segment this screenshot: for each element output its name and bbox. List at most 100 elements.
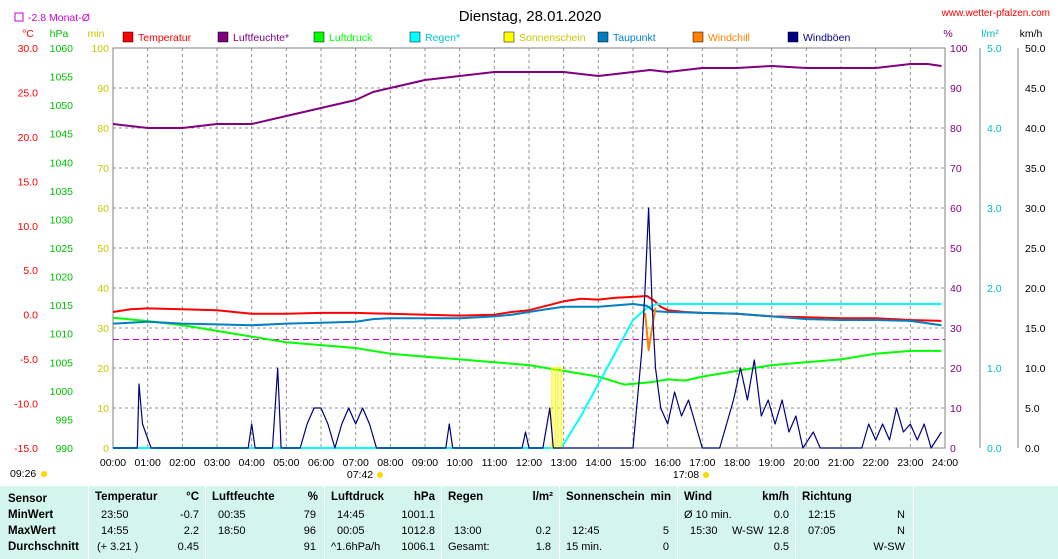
y-tick-temp: 10.0 (18, 221, 39, 233)
legend-label: Windböen (803, 32, 850, 44)
x-tick-label: 18:00 (724, 457, 750, 469)
sonnenschein-avg-val: 0 (662, 541, 669, 553)
row-label-min: MinWert (8, 509, 54, 521)
y-tick-pressure: 1010 (50, 329, 74, 341)
richtung-min-val: N (897, 509, 905, 521)
x-tick-label: 11:00 (482, 457, 508, 469)
y-tick-humidity: 20 (950, 363, 962, 375)
temperatur-avg-val: 0.45 (177, 541, 199, 553)
x-tick-label: 08:00 (377, 457, 403, 469)
y-tick-humidity: 0 (950, 443, 956, 455)
legend-item: Luftfeuchte* (217, 31, 289, 44)
x-tick-label: 22:00 (863, 457, 889, 469)
y-tick-pressure: 990 (55, 443, 73, 455)
x-tick-label: 00:00 (100, 457, 126, 469)
y-tick-temp: 20.0 (18, 132, 39, 144)
wind-min-val: 0.0 (773, 509, 789, 521)
x-tick-label: 15:00 (620, 457, 646, 469)
y-tick-temp: 15.0 (18, 176, 39, 188)
y-tick-sun: 100 (91, 43, 109, 55)
x-tick-label: 09:00 (412, 457, 438, 469)
y-tick-humidity: 30 (950, 323, 962, 335)
source-link[interactable]: www.wetter-pfalzen.com (941, 8, 1050, 19)
chart-grid (113, 48, 945, 448)
legend-swatch (217, 31, 229, 43)
unit-percent: % (943, 28, 952, 40)
luftfeuchte-avg-val: 91 (303, 541, 316, 553)
temperatur-unit: °C (186, 491, 199, 503)
y-tick-wind: 50.0 (1025, 43, 1046, 55)
y-tick-pressure: 1030 (50, 214, 74, 226)
richtung-max-time: 07:05 (808, 525, 836, 537)
summary-col-temperatur: Temperatur °C 23:50 -0.7 14:55 2.2 (+ 3.… (89, 486, 206, 559)
y-tick-pressure: 1055 (50, 72, 74, 84)
y-tick-wind: 10.0 (1025, 363, 1046, 375)
series-taupunkt (112, 303, 942, 327)
y-tick-wind: 5.0 (1025, 403, 1040, 415)
legend-label: Luftdruck (329, 32, 373, 44)
y-tick-pressure: 1045 (50, 129, 74, 141)
luftdruck-avg-note: ^1.6hPa/h (331, 541, 381, 553)
sonnenschein-max-val: 5 (662, 525, 669, 537)
y-tick-pressure: 1040 (50, 157, 74, 169)
y-tick-rain: 2.0 (987, 283, 1002, 295)
x-tick-label: 01:00 (135, 457, 161, 469)
regen-max-val: 0.2 (535, 525, 551, 537)
series-luftdruck (112, 316, 942, 386)
y-tick-humidity: 10 (950, 403, 962, 415)
y-tick-humidity: 50 (950, 243, 962, 255)
y-tick-pressure: 1015 (50, 300, 74, 312)
x-tick-label: 21:00 (828, 457, 854, 469)
luftdruck-min-val: 1001.1 (401, 509, 435, 521)
x-tick-label: 06:00 (308, 457, 334, 469)
y-tick-pressure: 1005 (50, 357, 74, 369)
sunrise-time: 07:42 (347, 469, 373, 481)
y-tick-pressure: 1050 (50, 100, 74, 112)
sonnenschein-max-time: 12:45 (572, 525, 600, 537)
y-tick-sun: 60 (97, 203, 109, 215)
wind-title: Wind (684, 491, 712, 503)
legend-item: Luftdruck (313, 31, 373, 44)
x-tick-label: 03:00 (204, 457, 230, 469)
regen-title: Regen (448, 491, 484, 503)
temperatur-min-val: -0.7 (180, 509, 199, 521)
luftdruck-max-val: 1012.8 (401, 525, 435, 537)
richtung-title: Richtung (802, 491, 852, 503)
update-marker: 09:26 (10, 468, 47, 480)
sonnenschein-title: Sonnenschein (566, 491, 645, 503)
y-tick-humidity: 100 (950, 43, 968, 55)
y-tick-sun: 90 (97, 83, 109, 95)
y-tick-wind: 0.0 (1025, 443, 1040, 455)
y-tick-wind: 40.0 (1025, 123, 1046, 135)
series-temperatur (112, 295, 942, 322)
row-label-max: MaxWert (8, 525, 56, 537)
chart-series (112, 63, 945, 449)
y-tick-humidity: 80 (950, 123, 962, 135)
y-tick-rain: 3.0 (987, 203, 1002, 215)
monat-label: -2.8 Monat-Ø (28, 12, 90, 24)
legend-item: Windchill (692, 31, 750, 44)
y-tick-temp: -10.0 (14, 399, 38, 411)
y-tick-humidity: 60 (950, 203, 962, 215)
y-tick-temp: 30.0 (18, 43, 39, 55)
y-tick-humidity: 90 (950, 83, 962, 95)
regen-avg-val: 1.8 (535, 541, 551, 553)
legend-swatch (409, 31, 421, 43)
legend-swatch (787, 31, 799, 43)
y-tick-sun: 20 (97, 363, 109, 375)
y-tick-humidity: 40 (950, 283, 962, 295)
x-tick-label: 24:00 (932, 457, 958, 469)
luftdruck-unit: hPa (413, 491, 435, 503)
temperatur-min-time: 23:50 (101, 509, 129, 521)
summary-table: Sensor MinWert MaxWert Durchschnitt Temp… (0, 486, 1058, 559)
y-tick-rain: 1.0 (987, 363, 1002, 375)
y-tick-temp: 0.0 (23, 310, 38, 322)
x-tick-label: 04:00 (239, 457, 265, 469)
series-luftfeuchte (112, 63, 942, 129)
luftdruck-max-time: 00:05 (337, 525, 365, 537)
legend-item: Sonnenschein (503, 31, 586, 44)
y-tick-temp: 5.0 (23, 265, 38, 277)
wind-max-val: 12.8 (767, 525, 789, 537)
y-tick-wind: 45.0 (1025, 83, 1046, 95)
legend-swatch (503, 31, 515, 43)
